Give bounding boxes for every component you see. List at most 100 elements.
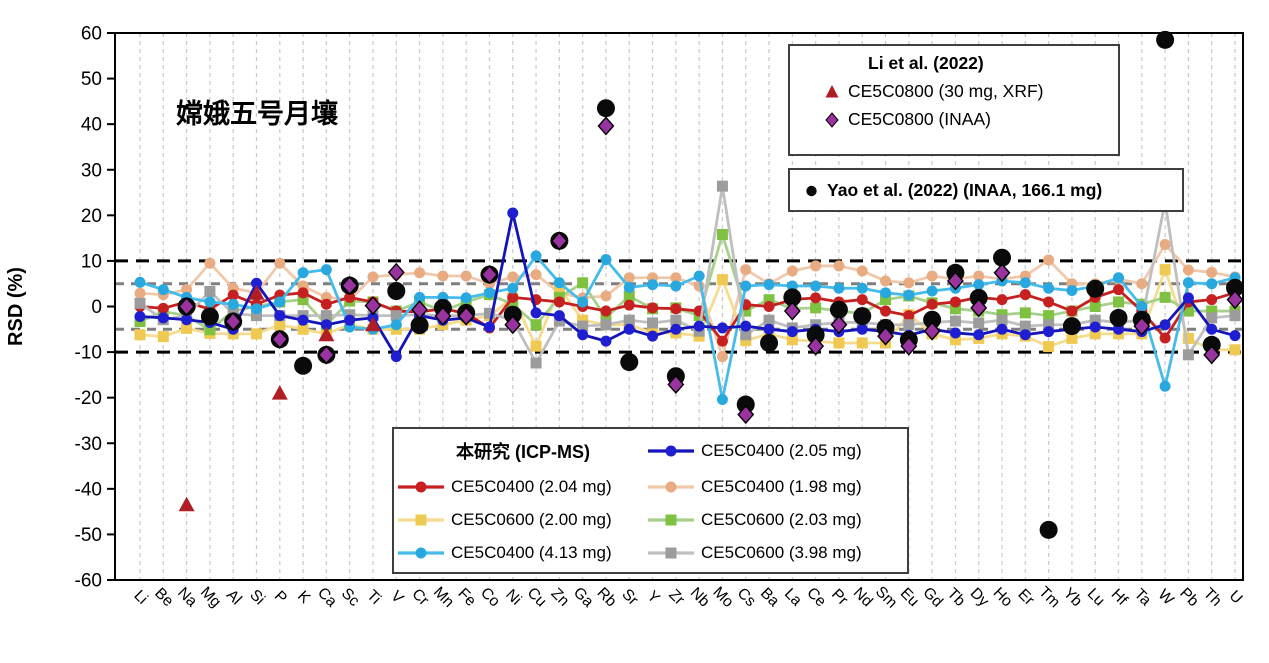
yao-circle-marker-icon xyxy=(806,185,817,196)
legend-item: CE5C0800 (30 mg, XRF) xyxy=(824,81,1118,102)
x-tick-label: Ca xyxy=(314,584,340,610)
y-tick-label: -50 xyxy=(75,525,102,546)
legend-item-label: CE5C0400 (2.05 mg) xyxy=(701,440,862,460)
x-tick-label: La xyxy=(781,585,805,609)
x-tick-label: Yb xyxy=(1060,585,1085,610)
y-tick-label: 50 xyxy=(81,69,102,90)
x-tick-label: V xyxy=(387,588,407,608)
x-tick-label: Na xyxy=(174,584,200,610)
legend-item-label: CE5C0400 (1.98 mg) xyxy=(701,476,862,496)
x-tick-label: Li xyxy=(130,587,151,608)
x-tick-label: Pb xyxy=(1176,585,1201,610)
triangle-marker-icon xyxy=(825,84,839,97)
legend-yao-et-al: Yao et al. (2022) (INAA, 166.1 mg) xyxy=(788,168,1184,212)
legend-this-study: 本研究 (ICP-MS) CE5C0400 (2.05 mg) CE5C0400 … xyxy=(392,427,909,574)
circle-marker-icon xyxy=(398,481,444,493)
x-tick-label: Mg xyxy=(197,584,224,611)
x-tick-label: Mo xyxy=(709,584,736,611)
legend-item-label: CE5C0400 (4.13 mg) xyxy=(451,543,612,563)
legend-item-label: CE5C0600 (2.03 mg) xyxy=(701,510,862,530)
square-marker-icon xyxy=(648,514,694,526)
x-tick-label: Ga xyxy=(570,584,597,611)
y-tick-label: -40 xyxy=(75,479,102,500)
x-tick-label: Ba xyxy=(757,585,783,611)
legend-item: CE5C0600 (2.03 mg) xyxy=(648,510,903,530)
circle-marker-icon xyxy=(648,481,694,493)
y-tick-label: 10 xyxy=(81,251,102,272)
y-tick-label: -60 xyxy=(75,571,102,592)
x-tick-label: Si xyxy=(246,586,268,608)
legend-item: CE5C0400 (2.04 mg) xyxy=(398,477,648,497)
x-tick-label: Y xyxy=(644,588,663,607)
x-tick-label: Lu xyxy=(1084,585,1108,609)
x-tick-label: P xyxy=(271,588,290,607)
legend-item: CE5C0800 (INAA) xyxy=(824,109,1118,130)
x-tick-label: Co xyxy=(477,584,503,610)
x-tick-label: Be xyxy=(151,585,176,610)
legend-item: CE5C0400 (2.05 mg) xyxy=(648,438,903,464)
x-tick-label: Sc xyxy=(338,585,363,610)
circle-marker-icon xyxy=(648,445,694,457)
legend-item: CE5C0400 (4.13 mg) xyxy=(398,543,648,563)
x-tick-label: U xyxy=(1226,587,1246,607)
y-axis-title: RSD (%) xyxy=(5,267,27,346)
x-tick-label: Ho xyxy=(990,584,1016,610)
legend-li-title: Li et al. (2022) xyxy=(868,53,984,73)
legend-item-label: CE5C0400 (2.04 mg) xyxy=(451,476,612,496)
series-ce5c0800-inaa- xyxy=(178,116,1244,425)
x-tick-label: Ta xyxy=(1131,586,1155,610)
legend-yao-label: Yao et al. (2022) (INAA, 166.1 mg) xyxy=(827,179,1103,200)
legend-li-et-al: Li et al. (2022) CE5C0800 (30 mg, XRF) CE… xyxy=(788,44,1120,156)
x-tick-label: Pr xyxy=(828,586,851,609)
series-ce5c0800-30-mg-xrf- xyxy=(178,285,381,512)
square-marker-icon xyxy=(398,514,444,526)
x-tick-label: Fe xyxy=(454,585,479,610)
legend-item-label: CE5C0600 (3.98 mg) xyxy=(701,543,862,563)
x-tick-label: Sm xyxy=(872,583,900,611)
x-tick-label: Zn xyxy=(548,585,573,610)
y-axis: -60 -50 -40 -30 -20 -10 0 10 20 30 40 50 60 xyxy=(75,24,115,592)
x-tick-label: Er xyxy=(1014,586,1037,609)
x-tick-label: Al xyxy=(223,586,245,608)
x-tick-label: Tm xyxy=(1035,583,1063,611)
x-tick-label: Sr xyxy=(618,586,641,609)
legend-item-label: CE5C0800 (30 mg, XRF) xyxy=(848,81,1044,101)
legend-item: CE5C0600 (3.98 mg) xyxy=(648,543,903,563)
x-tick-label: Cs xyxy=(734,585,760,611)
chart-annotation-title: 嫦娥五号月壤 xyxy=(176,99,338,129)
x-tick-label: Nb xyxy=(687,584,713,610)
x-tick-label: Hf xyxy=(1108,586,1131,609)
y-tick-label: -30 xyxy=(75,434,102,455)
x-tick-label: Nd xyxy=(850,584,876,610)
x-tick-label: Zr xyxy=(665,586,687,608)
y-tick-label: -20 xyxy=(75,388,102,409)
x-tick-label: Ti xyxy=(363,587,384,608)
x-tick-label: Gd xyxy=(919,584,946,611)
legend-main-title: 本研究 (ICP-MS) xyxy=(456,441,590,462)
x-tick-label: Rb xyxy=(594,584,620,610)
x-tick-label: Th xyxy=(1200,585,1225,610)
x-tick-label: Cu xyxy=(524,584,550,610)
y-tick-label: 40 xyxy=(81,115,102,136)
square-marker-icon xyxy=(648,547,694,559)
x-tick-label: Eu xyxy=(897,585,922,610)
y-tick-label: 60 xyxy=(81,24,102,45)
legend-item: CE5C0400 (1.98 mg) xyxy=(648,477,903,497)
x-tick-label: Cr xyxy=(408,586,432,610)
y-tick-label: 30 xyxy=(81,160,102,181)
x-tick-label: K xyxy=(294,588,314,608)
y-tick-label: 20 xyxy=(81,206,102,227)
x-tick-label: Dy xyxy=(967,585,993,611)
diamond-marker-icon xyxy=(825,111,839,128)
legend-item: CE5C0600 (2.00 mg) xyxy=(398,510,648,530)
legend-item-label: CE5C0600 (2.00 mg) xyxy=(451,510,612,530)
legend-item-label: CE5C0800 (INAA) xyxy=(848,109,991,129)
y-tick-label: 0 xyxy=(91,297,102,318)
y-tick-label: -10 xyxy=(75,343,102,364)
x-tick-label: Ni xyxy=(502,586,524,608)
x-tick-label: Mn xyxy=(430,584,457,611)
x-tick-label: Tb xyxy=(944,585,969,610)
circle-marker-icon xyxy=(398,547,444,559)
